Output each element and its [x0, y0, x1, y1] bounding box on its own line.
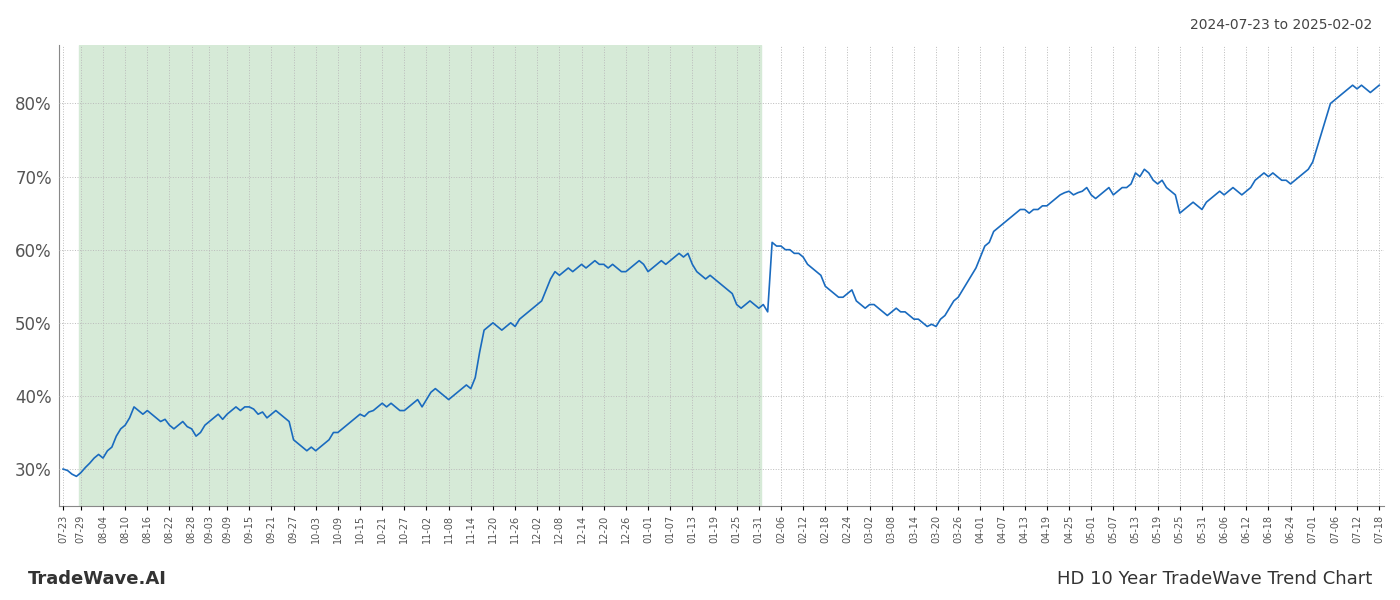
Text: 2024-07-23 to 2025-02-02: 2024-07-23 to 2025-02-02: [1190, 18, 1372, 32]
Text: HD 10 Year TradeWave Trend Chart: HD 10 Year TradeWave Trend Chart: [1057, 570, 1372, 588]
Text: TradeWave.AI: TradeWave.AI: [28, 570, 167, 588]
Bar: [78, 45, 762, 506]
